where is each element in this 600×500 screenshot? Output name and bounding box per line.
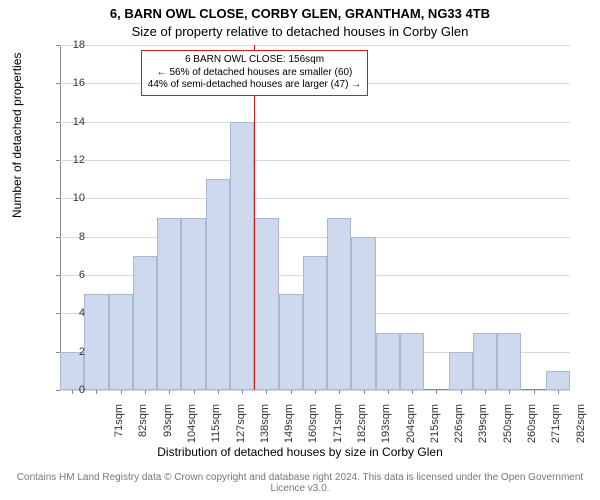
histogram-bar <box>254 218 278 391</box>
xtick-mark <box>315 390 316 394</box>
ytick-label: 0 <box>55 384 85 396</box>
annotation-line: 44% of semi-detached houses are larger (… <box>148 79 361 92</box>
xtick-mark <box>242 390 243 394</box>
histogram-bar <box>400 333 424 391</box>
ytick-label: 6 <box>55 269 85 281</box>
xtick-label: 182sqm <box>356 404 368 454</box>
xtick-mark <box>96 390 97 394</box>
xtick-label: 250sqm <box>502 404 514 454</box>
chart-subtitle: Size of property relative to detached ho… <box>0 24 600 39</box>
histogram-bar <box>546 371 570 390</box>
histogram-bar <box>327 218 351 391</box>
y-axis-label: Number of detached properties <box>10 53 24 218</box>
xtick-label: 82sqm <box>137 404 149 454</box>
xtick-label: 138sqm <box>259 404 271 454</box>
histogram-bar <box>109 294 133 390</box>
xtick-mark <box>194 390 195 394</box>
histogram-bar <box>206 179 230 390</box>
histogram-bar <box>230 122 254 390</box>
xtick-mark <box>169 390 170 394</box>
xtick-mark <box>509 390 510 394</box>
xtick-label: 71sqm <box>113 404 125 454</box>
xtick-mark <box>461 390 462 394</box>
xtick-mark <box>121 390 122 394</box>
xtick-mark <box>412 390 413 394</box>
ytick-label: 10 <box>55 192 85 204</box>
xtick-label: 239sqm <box>477 404 489 454</box>
annotation-line: 6 BARN OWL CLOSE: 156sqm <box>148 54 361 67</box>
xtick-label: 127sqm <box>235 404 247 454</box>
ytick-label: 18 <box>55 39 85 51</box>
xtick-label: 193sqm <box>380 404 392 454</box>
ytick-label: 16 <box>55 77 85 89</box>
xtick-mark <box>485 390 486 394</box>
chart-title-address: 6, BARN OWL CLOSE, CORBY GLEN, GRANTHAM,… <box>0 6 600 21</box>
xtick-mark <box>266 390 267 394</box>
xtick-mark <box>339 390 340 394</box>
ytick-label: 4 <box>55 307 85 319</box>
xtick-label: 171sqm <box>332 404 344 454</box>
histogram-bar <box>473 333 497 391</box>
annotation-line: ← 56% of detached houses are smaller (60… <box>148 67 361 80</box>
xtick-label: 226sqm <box>453 404 465 454</box>
footer-attribution: Contains HM Land Registry data © Crown c… <box>0 472 600 494</box>
xtick-mark <box>218 390 219 394</box>
ytick-label: 12 <box>55 154 85 166</box>
xtick-label: 115sqm <box>210 404 222 454</box>
xtick-mark <box>436 390 437 394</box>
histogram-bar <box>157 218 181 391</box>
xtick-label: 204sqm <box>405 404 417 454</box>
histogram-bar <box>449 352 473 390</box>
xtick-label: 149sqm <box>283 404 295 454</box>
plot-area: 6 BARN OWL CLOSE: 156sqm← 56% of detache… <box>60 45 570 390</box>
y-axis-line <box>60 45 61 390</box>
gridline <box>60 198 570 199</box>
ytick-label: 2 <box>55 346 85 358</box>
xtick-mark <box>364 390 365 394</box>
xtick-label: 271sqm <box>550 404 562 454</box>
xtick-label: 282sqm <box>575 404 587 454</box>
histogram-bar <box>181 218 205 391</box>
xtick-label: 160sqm <box>307 404 319 454</box>
xtick-mark <box>291 390 292 394</box>
xtick-mark <box>145 390 146 394</box>
ytick-label: 14 <box>55 116 85 128</box>
histogram-bar <box>497 333 521 391</box>
annotation-box: 6 BARN OWL CLOSE: 156sqm← 56% of detache… <box>141 50 368 96</box>
xtick-label: 260sqm <box>526 404 538 454</box>
histogram-bar <box>351 237 375 390</box>
histogram-bar <box>84 294 108 390</box>
gridline <box>60 160 570 161</box>
gridline <box>60 45 570 46</box>
histogram-bar <box>133 256 157 390</box>
ytick-label: 8 <box>55 231 85 243</box>
histogram-bar <box>279 294 303 390</box>
chart-container: 6, BARN OWL CLOSE, CORBY GLEN, GRANTHAM,… <box>0 0 600 500</box>
xtick-mark <box>534 390 535 394</box>
gridline <box>60 237 570 238</box>
xtick-label: 104sqm <box>186 404 198 454</box>
xtick-label: 93sqm <box>162 404 174 454</box>
gridline <box>60 122 570 123</box>
xtick-mark <box>558 390 559 394</box>
histogram-bar <box>303 256 327 390</box>
xtick-mark <box>388 390 389 394</box>
reference-line <box>254 45 255 390</box>
histogram-bar <box>376 333 400 391</box>
xtick-label: 215sqm <box>429 404 441 454</box>
